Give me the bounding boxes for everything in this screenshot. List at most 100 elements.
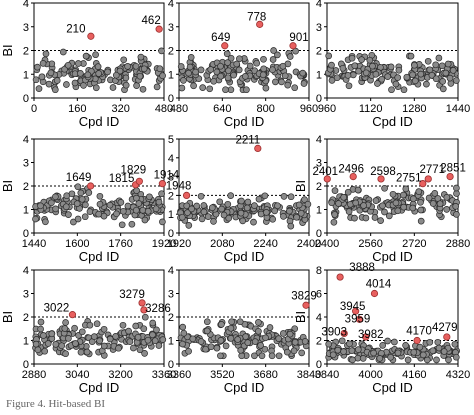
data-point [400,86,408,94]
data-point [452,77,460,84]
x-tick-label: 640 [213,103,231,115]
data-point [300,80,308,87]
data-point [47,69,55,77]
data-point [227,324,235,332]
data-point [64,61,72,69]
data-point [280,213,287,220]
hit-label: 4170 [406,326,432,338]
data-point [358,56,365,63]
data-point [291,84,299,92]
data-point [404,356,412,364]
x-tick-label: 320 [111,103,129,115]
data-point [82,201,89,209]
data-point [329,351,337,359]
data-point [159,336,167,343]
data-point [417,217,425,225]
y-tick-label: 2 [316,181,322,193]
data-point [409,204,417,212]
data-point [243,204,251,212]
data-point [213,344,221,352]
data-point [426,66,434,74]
hit-point [182,191,191,199]
data-point [417,198,424,206]
y-tick-label: 3 [168,172,174,184]
hit-label: 778 [247,11,266,23]
data-point [272,78,279,86]
data-point [274,202,281,210]
y-tick-label: 1 [316,205,322,217]
data-point [208,204,216,212]
data-point [392,80,400,88]
chart-panel-9: 0 2 4 6 8 3840 4000 4160 4320 Cpd ID BI 3888 4014394… [293,262,470,395]
data-point [275,335,283,342]
data-point [133,194,140,202]
data-point [262,84,270,92]
chart-panel-8: 0 1 2 3 4 3360 3520 3680 3840 Cpd ID 3829 [167,265,321,395]
data-point [32,340,40,348]
data-point [134,333,142,341]
data-point [104,68,111,76]
y-tick-label: 2 [23,312,29,324]
data-point [333,74,341,82]
data-point [230,71,237,79]
data-point [141,313,149,321]
data-point [286,53,294,60]
data-point [227,54,235,62]
data-point [403,73,411,81]
data-point [255,195,263,203]
hit-point [158,180,166,188]
data-point [155,342,163,349]
x-tick-label: 3680 [253,369,277,381]
data-point [94,63,102,70]
data-point [187,54,195,61]
data-point [62,350,69,358]
y-tick-label: 8 [316,265,322,277]
data-point [77,189,85,197]
data-point [224,59,231,66]
x-axis-title: Cpd ID [224,249,264,264]
data-point [42,218,49,226]
x-axis-title: Cpd ID [79,249,119,264]
data-point [425,194,433,202]
data-point [96,200,104,208]
data-point [244,198,252,206]
data-point [159,218,166,226]
y-tick-label: 2 [316,336,322,348]
data-point [119,321,127,329]
data-point [132,322,140,330]
data-point [394,207,402,215]
data-point [74,183,82,191]
y-tick-label: 1 [168,336,174,348]
data-point [77,70,84,77]
data-point [237,209,245,217]
hit-label: 3945 [340,301,366,313]
data-point [433,356,440,364]
data-point [155,198,163,206]
data-point [213,68,221,76]
hit-point [424,175,432,183]
hit-label: 210 [66,23,85,35]
data-point [269,66,276,74]
data-point [331,187,339,194]
data-point [115,344,122,352]
data-point [185,347,192,355]
data-point [255,327,262,335]
hit-label: 2771 [419,164,445,176]
x-tick-label: 1280 [402,103,426,115]
x-tick-label: 3040 [65,369,89,381]
data-point [250,218,257,226]
data-point [40,332,47,339]
data-point [253,59,261,67]
data-point [200,208,208,216]
hit-point [68,311,77,319]
x-tick-label: 2720 [402,238,426,250]
data-point [338,337,346,345]
y-tick-label: 4 [316,312,322,324]
data-point [395,66,403,74]
x-tick-label: 2400 [297,238,321,250]
data-point [280,193,288,200]
data-point [45,80,53,88]
data-point [224,74,232,82]
